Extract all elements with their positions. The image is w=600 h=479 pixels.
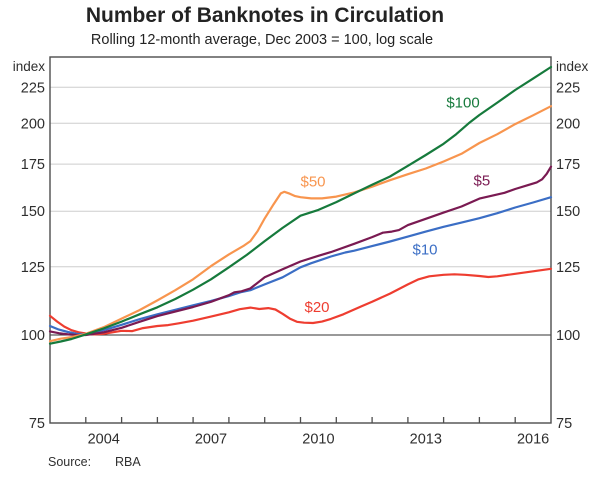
series-label-10: $10 <box>412 242 437 259</box>
plot-frame <box>49 56 552 424</box>
y-tick-label-right-200: 200 <box>556 116 580 132</box>
series-line-5 <box>48 165 553 337</box>
y-tick-label-left-175: 175 <box>21 157 45 173</box>
series-label-20: $20 <box>304 299 329 316</box>
series-label-100: $100 <box>446 94 479 111</box>
y-tick-label-right-100: 100 <box>556 328 580 344</box>
y-tick-label-left-125: 125 <box>21 260 45 276</box>
series-line-50 <box>48 105 553 343</box>
chart-title: Number of Banknotes in Circulation <box>85 4 445 27</box>
series-line-100 <box>48 65 553 345</box>
series-label-50: $50 <box>300 174 325 191</box>
y-tick-label-right-150: 150 <box>556 204 580 220</box>
y-tick-label-left-225: 225 <box>21 80 45 96</box>
y-tick-label-right-125: 125 <box>556 260 580 276</box>
y-tick-label-left-200: 200 <box>21 116 45 132</box>
x-tick-label-2010: 2010 <box>302 432 334 448</box>
y-tick-label-right-75: 75 <box>556 416 572 432</box>
x-tick-label-2013: 2013 <box>410 432 442 448</box>
source-note: Source: RBA <box>48 455 141 469</box>
x-tick-label-2004: 2004 <box>88 432 120 448</box>
series-line-10 <box>48 196 553 336</box>
y-tick-label-left-100: 100 <box>21 328 45 344</box>
y-tick-label-left-75: 75 <box>29 416 45 432</box>
source-label: Source: <box>48 455 92 469</box>
x-tick-label-2016: 2016 <box>517 432 549 448</box>
y-tick-label-right-225: 225 <box>556 80 580 96</box>
chart-subtitle: Rolling 12-month average, Dec 2003 = 100… <box>90 32 434 48</box>
y-tick-label-right-175: 175 <box>556 157 580 173</box>
source-value: RBA <box>115 455 141 469</box>
x-tick-label-2007: 2007 <box>195 432 227 448</box>
y-axis-unit-left: index <box>13 59 46 74</box>
series-line-20 <box>48 267 553 336</box>
series-label-5: $5 <box>474 173 491 190</box>
y-tick-label-left-150: 150 <box>21 204 45 220</box>
y-axis-unit-right: index <box>556 59 589 74</box>
